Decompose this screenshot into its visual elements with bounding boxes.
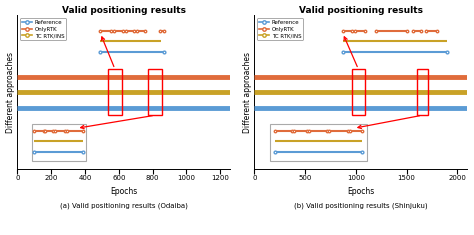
Bar bbox=[148, 69, 162, 115]
X-axis label: Epochs: Epochs bbox=[110, 187, 137, 196]
Title: Valid positioning results: Valid positioning results bbox=[299, 6, 423, 15]
Legend: Reference, OnlyRTK, TC RTK/INS: Reference, OnlyRTK, TC RTK/INS bbox=[20, 18, 66, 40]
Text: (a) Valid positioning results (Odaiba): (a) Valid positioning results (Odaiba) bbox=[60, 203, 188, 209]
Bar bbox=[108, 69, 122, 115]
X-axis label: Epochs: Epochs bbox=[347, 187, 374, 196]
Bar bbox=[352, 69, 365, 115]
Title: Valid positioning results: Valid positioning results bbox=[62, 6, 186, 15]
Text: (b) Valid positioning results (Shinjuku): (b) Valid positioning results (Shinjuku) bbox=[294, 203, 428, 209]
Y-axis label: Different approaches: Different approaches bbox=[6, 52, 15, 133]
Bar bbox=[32, 125, 86, 161]
Y-axis label: Different approaches: Different approaches bbox=[243, 52, 252, 133]
Legend: Reference, OnlyRTK, TC RTK/INS: Reference, OnlyRTK, TC RTK/INS bbox=[257, 18, 303, 40]
Bar bbox=[417, 69, 428, 115]
Bar bbox=[270, 125, 367, 161]
